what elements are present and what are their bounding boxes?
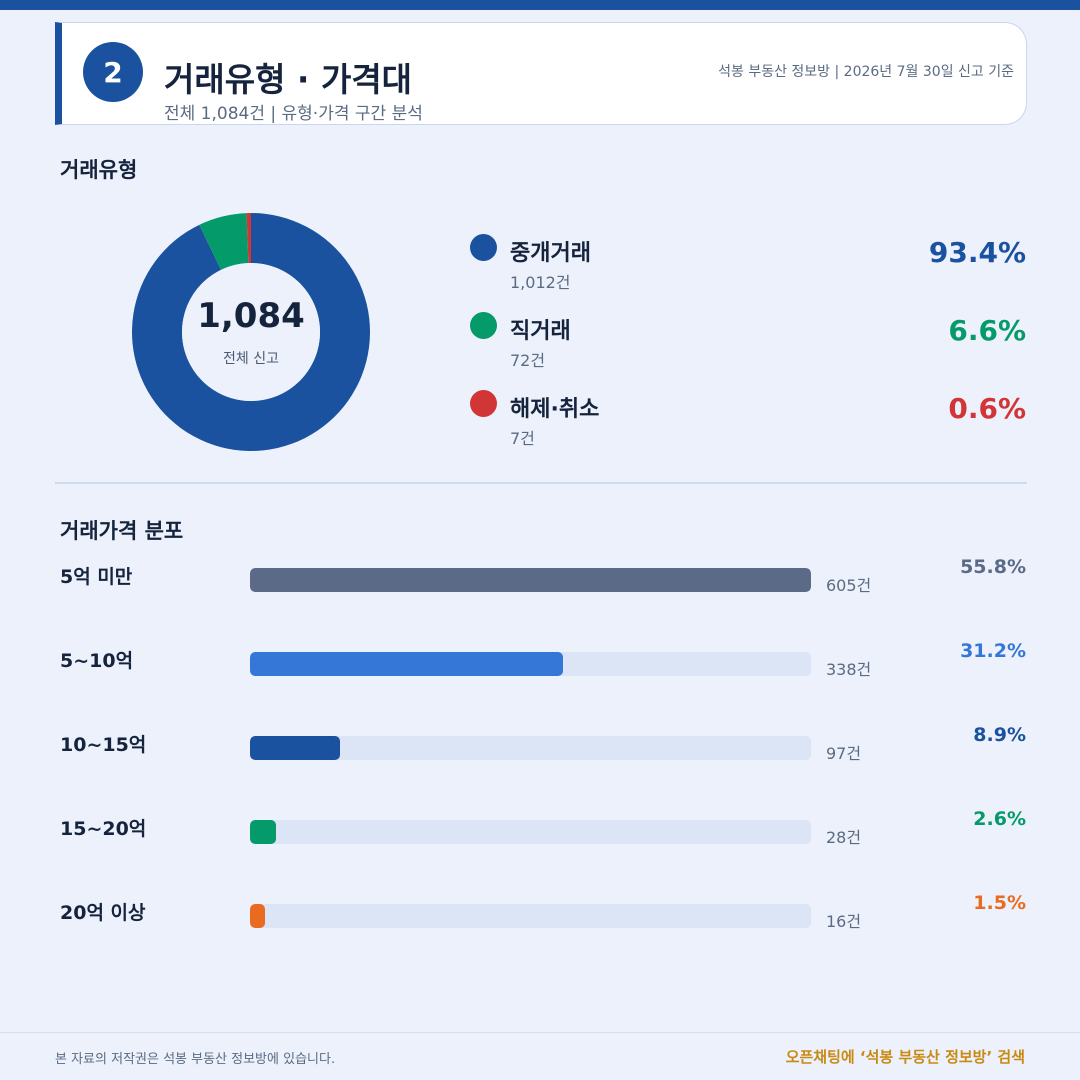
bar-count-label: 338건 (826, 660, 872, 679)
bar-track (250, 820, 811, 844)
top-accent-strip (0, 0, 1080, 10)
bar-count-label: 28건 (826, 828, 862, 847)
bar-count-label: 97건 (826, 744, 862, 763)
bar-fill (250, 652, 563, 676)
legend-dot (470, 390, 497, 417)
bar-category-label: 10~15억 (60, 734, 147, 756)
bar-row: 5~10억 338건 31.2% (0, 640, 1080, 680)
bar-percent-label: 31.2% (960, 640, 1026, 662)
legend-percent: 0.6% (948, 392, 1026, 425)
donut-center-caption: 전체 신고 (223, 351, 279, 367)
bar-category-label: 5억 미만 (60, 566, 133, 588)
bar-row: 10~15억 97건 8.9% (0, 724, 1080, 764)
section-divider (55, 482, 1027, 484)
bar-track (250, 652, 811, 676)
bar-percent-label: 55.8% (960, 556, 1026, 578)
section-number-badge: 2 (83, 42, 143, 102)
type-donut-chart (132, 213, 370, 451)
bar-percent-label: 2.6% (973, 808, 1026, 830)
bar-percent-label: 1.5% (973, 892, 1026, 914)
bar-fill (250, 904, 265, 928)
page-subtitle: 전체 1,084건 | 유형·가격 구간 분석 (164, 104, 423, 124)
bar-track (250, 904, 811, 928)
bar-count-label: 16건 (826, 912, 862, 931)
legend-item-cancelled: 해제·취소 7건 0.6% (470, 388, 1030, 450)
legend-dot (470, 234, 497, 261)
bar-count-label: 605건 (826, 576, 872, 595)
copyright-notice: 본 자료의 저작권은 석봉 부동산 정보방에 있습니다. (55, 1052, 336, 1067)
donut-center-total: 1,084 (197, 296, 305, 336)
legend-label: 직거래 (510, 319, 571, 344)
legend-item-direct: 직거래 72건 6.6% (470, 310, 1030, 372)
donut-slice (199, 213, 249, 270)
legend-label: 해제·취소 (510, 397, 600, 422)
page-title: 거래유형 · 가격대 (164, 60, 413, 99)
legend-count: 7건 (510, 429, 535, 448)
price-section-title: 거래가격 분포 (60, 519, 184, 543)
bar-row: 5억 미만 605건 55.8% (0, 556, 1080, 596)
bar-fill (250, 820, 276, 844)
open-chat-callout: 오픈채팅에 ‘석봉 부동산 정보방’ 검색 (785, 1048, 1025, 1066)
bar-track (250, 568, 811, 592)
source-meta: 석봉 부동산 정보방 | 2026년 7월 30일 신고 기준 (718, 64, 1014, 80)
bar-track (250, 736, 811, 760)
bar-fill (250, 736, 340, 760)
donut-slice (132, 213, 370, 451)
legend-percent: 6.6% (948, 314, 1026, 347)
section-header: 2 거래유형 · 가격대 전체 1,084건 | 유형·가격 구간 분석 석봉 … (55, 22, 1027, 125)
donut-hole (182, 263, 320, 401)
legend-count: 1,012건 (510, 273, 571, 292)
bar-percent-label: 8.9% (973, 724, 1026, 746)
legend-label: 중개거래 (510, 241, 591, 266)
bar-row: 20억 이상 16건 1.5% (0, 892, 1080, 932)
donut-slice (246, 213, 251, 264)
bar-fill (250, 568, 811, 592)
legend-count: 72건 (510, 351, 546, 370)
bar-row: 15~20억 28건 2.6% (0, 808, 1080, 848)
footer-divider (0, 1032, 1080, 1033)
type-section-title: 거래유형 (60, 158, 138, 182)
legend-dot (470, 312, 497, 339)
legend-item-brokered: 중개거래 1,012건 93.4% (470, 232, 1030, 294)
legend-percent: 93.4% (928, 236, 1026, 269)
bar-category-label: 15~20억 (60, 818, 147, 840)
bar-category-label: 5~10억 (60, 650, 134, 672)
bar-category-label: 20억 이상 (60, 902, 146, 924)
